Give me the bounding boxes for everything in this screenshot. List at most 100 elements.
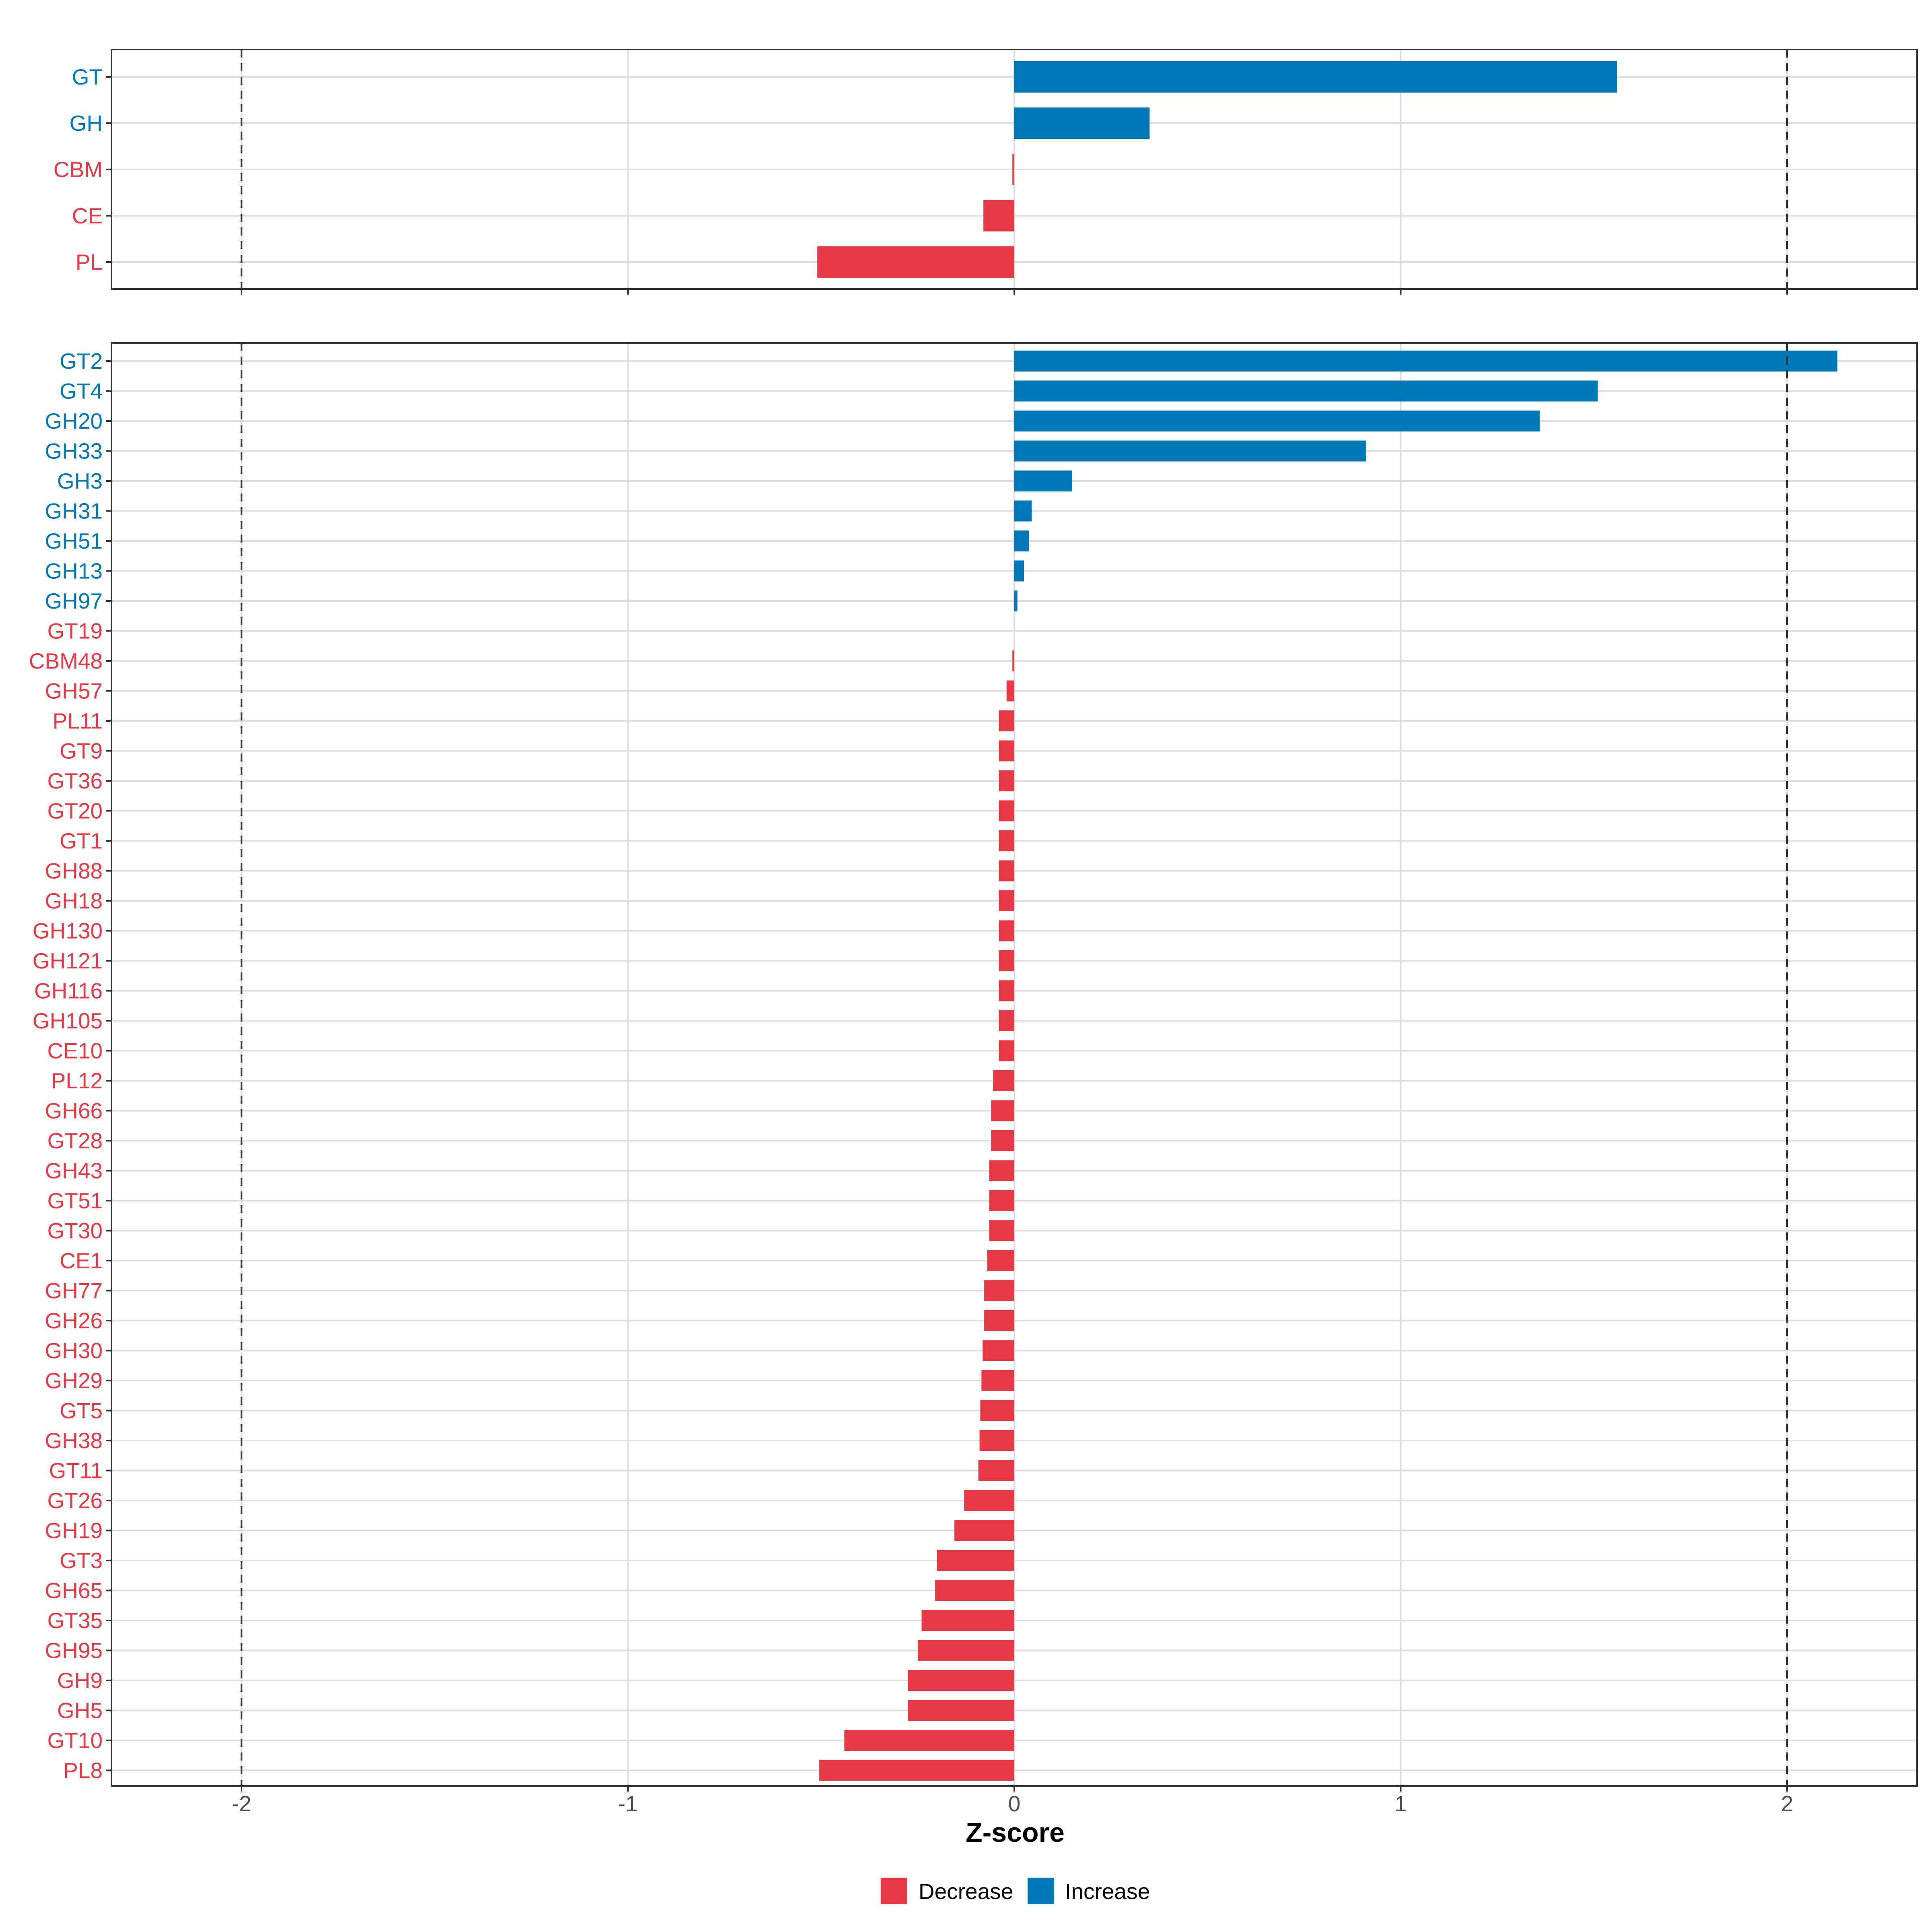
y-tick-label: GT11 — [49, 1458, 103, 1483]
legend-swatch-increase — [1028, 1878, 1054, 1904]
bar-gh88 — [999, 860, 1014, 881]
bar-gt3 — [937, 1550, 1014, 1571]
bar-gh13 — [1014, 560, 1024, 582]
bar-gt36 — [999, 770, 1014, 791]
legend-label-decrease: Decrease — [919, 1879, 1013, 1904]
bar-pl12 — [993, 1070, 1014, 1091]
bar-gt — [1014, 61, 1617, 93]
y-tick-label: GT10 — [47, 1728, 103, 1753]
x-tick-label: 1 — [1395, 1791, 1407, 1816]
y-tick-label: GT51 — [47, 1188, 103, 1213]
legend: Decrease Increase — [881, 1878, 1150, 1904]
bar-ce — [983, 200, 1014, 231]
bar-gh18 — [999, 890, 1014, 911]
bar-pl — [817, 246, 1014, 278]
y-tick-label: GT30 — [47, 1218, 103, 1243]
bar-gt28 — [991, 1130, 1014, 1151]
bar-gh38 — [979, 1430, 1014, 1451]
bar-gh33 — [1014, 440, 1366, 462]
y-tick-label: GT26 — [47, 1488, 103, 1513]
y-tick-label: GH29 — [45, 1368, 103, 1393]
y-tick-label: GH88 — [45, 859, 103, 883]
bar-pl8 — [819, 1760, 1014, 1781]
bar-gh105 — [999, 1010, 1014, 1031]
bar-gh19 — [954, 1520, 1014, 1541]
bar-gh43 — [989, 1160, 1014, 1181]
x-axis: -2 -1 0 1 2 — [232, 1791, 1794, 1816]
bar-gt9 — [999, 740, 1014, 762]
bar-gh121 — [999, 950, 1014, 971]
y-tick-label: CBM — [54, 157, 103, 182]
y-tick-label: GH38 — [45, 1428, 103, 1453]
y-tick-label: GH57 — [45, 679, 103, 704]
x-tick-label: -1 — [618, 1791, 638, 1816]
y-tick-label: GH97 — [45, 588, 103, 613]
y-tick-label: GH30 — [45, 1338, 103, 1363]
y-tick-label: PL11 — [53, 708, 103, 733]
y-tick-label: GH5 — [57, 1698, 103, 1723]
y-tick-label: GH33 — [45, 439, 103, 464]
bar-ce1 — [987, 1250, 1014, 1271]
y-tick-label: GT4 — [60, 379, 103, 404]
y-tick-label: CE1 — [60, 1248, 103, 1273]
y-tick-label: CBM48 — [29, 648, 103, 673]
bar-gh77 — [984, 1280, 1014, 1301]
class-panel: GT GH CBM CE PL — [54, 49, 1918, 295]
bar-gh26 — [984, 1310, 1014, 1331]
bar-gh57 — [1006, 680, 1014, 702]
bar-gt10 — [844, 1730, 1014, 1751]
y-tick-label: GH13 — [45, 559, 103, 584]
y-tick-label: GT — [72, 64, 103, 89]
bar-gh116 — [999, 980, 1014, 1001]
family-panel: GT2 GT4 GH20 GH33 GH3 GH31 GH51 GH13 GH97 GT19 CBM… — [29, 342, 1918, 1792]
y-tick-label: GH65 — [45, 1578, 103, 1603]
bar-gh20 — [1014, 411, 1540, 431]
bar-gt5 — [980, 1400, 1014, 1421]
bar-gh95 — [918, 1640, 1014, 1661]
y-tick-label: GH9 — [57, 1668, 103, 1693]
y-tick-label: GH31 — [45, 499, 103, 524]
bar-gh9 — [908, 1670, 1014, 1691]
bar-gh31 — [1014, 500, 1032, 522]
y-tick-label: GT3 — [60, 1548, 103, 1573]
bar-cbm48 — [1012, 650, 1014, 671]
x-axis-title: Z-score — [966, 1817, 1065, 1848]
bar-gh — [1014, 107, 1150, 139]
legend-swatch-decrease — [881, 1878, 907, 1904]
y-tick-label: GH43 — [45, 1158, 103, 1183]
y-tick-label: GH130 — [33, 919, 103, 943]
y-tick-label: CE10 — [47, 1038, 103, 1063]
y-tick-label: GH — [70, 111, 103, 136]
y-tick-label: GH77 — [45, 1278, 103, 1303]
legend-label-increase: Increase — [1065, 1879, 1150, 1904]
x-tick-label: 0 — [1008, 1791, 1021, 1816]
y-tick-label: PL8 — [63, 1758, 103, 1783]
y-tick-label: GH3 — [57, 469, 103, 493]
bar-pl11 — [999, 710, 1014, 731]
bar-gh65 — [935, 1580, 1014, 1601]
y-tick-label: GT28 — [47, 1128, 103, 1153]
bar-gh3 — [1014, 471, 1072, 491]
bar-gh97 — [1014, 590, 1018, 611]
y-tick-label: GT20 — [47, 799, 103, 824]
bar-gt30 — [989, 1220, 1014, 1241]
x-tick-label: -2 — [232, 1791, 252, 1816]
y-tick-label: GH95 — [45, 1638, 103, 1663]
bar-gt35 — [921, 1610, 1014, 1631]
y-tick-label: GT2 — [60, 349, 103, 374]
y-tick-label: GT19 — [47, 619, 103, 644]
bar-gh51 — [1014, 530, 1029, 551]
bar-gt4 — [1014, 380, 1598, 402]
bar-cbm — [1012, 154, 1014, 185]
y-tick-label: GH19 — [45, 1518, 103, 1543]
bar-gt26 — [964, 1490, 1014, 1511]
x-tick-label: 2 — [1781, 1791, 1794, 1816]
y-tick-label: GH18 — [45, 888, 103, 913]
y-tick-label: GT1 — [60, 828, 103, 853]
bar-gt51 — [989, 1190, 1014, 1211]
bar-gh66 — [991, 1100, 1014, 1121]
bar-gt2 — [1014, 351, 1837, 372]
bar-gt11 — [978, 1460, 1014, 1481]
bar-gh130 — [999, 920, 1014, 941]
